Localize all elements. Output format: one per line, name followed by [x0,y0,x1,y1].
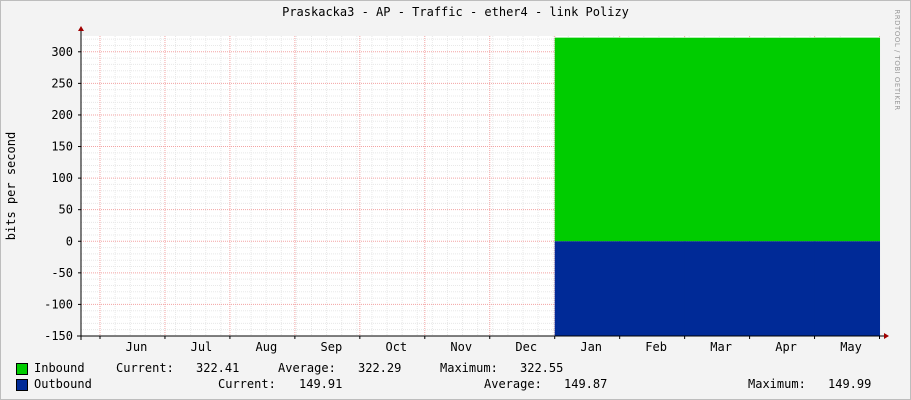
y-tick-label: -100 [44,297,73,311]
x-tick-label: May [840,340,862,354]
outbound-maximum-value: 149.99 [828,377,872,391]
legend-inbound: Inbound Current: 322.41 Average: 322.29 … [16,361,906,375]
inbound-area-may [814,37,881,242]
inbound-name: Inbound [34,361,85,375]
y-tick-label: 250 [51,76,73,90]
x-tick-label: Mar [710,340,732,354]
inbound-area-feb [619,37,686,242]
outbound-area-feb [619,241,686,336]
axes [77,26,889,340]
inbound-average-value: 322.29 [358,361,402,375]
y-tick-label: 0 [66,234,73,248]
outbound-name: Outbound [34,377,92,391]
outbound-current-value: 149.91 [299,377,343,391]
y-tick-label: 150 [51,140,73,154]
x-tick-label: Jun [126,340,148,354]
outbound-area-apr [749,241,816,336]
x-tick-label: Jul [191,340,213,354]
outbound-current-label: Current: [218,377,276,391]
inbound-current-value: 322.41 [196,361,240,375]
outbound-area-mar [684,241,751,336]
x-tick-label: Oct [385,340,407,354]
y-axis-arrow [78,26,84,31]
inbound-maximum-label: Maximum: [440,361,498,375]
series-areas [554,37,881,336]
y-tick-label: -150 [44,329,73,343]
x-tick-label: Apr [775,340,797,354]
outbound-swatch [16,379,28,391]
y-tick-label: 100 [51,171,73,185]
x-tick-label: Feb [645,340,667,354]
x-axis-arrow [884,333,889,339]
y-tick-label: 200 [51,108,73,122]
inbound-area-jan [554,37,621,242]
inbound-swatch [16,363,28,375]
outbound-area-may [814,241,881,336]
chart-title: Praskacka3 - AP - Traffic - ether4 - lin… [282,5,629,19]
x-tick-label: Nov [450,340,472,354]
outbound-area-jan [554,241,621,336]
outbound-average-value: 149.87 [564,377,608,391]
inbound-maximum-value: 322.55 [520,361,564,375]
x-tick-label: Aug [256,340,278,354]
inbound-average-label: Average: [278,361,336,375]
x-tick-label: Sep [321,340,343,354]
inbound-area-apr [749,37,816,242]
y-tick-labels: -150 -100 -50 0 50 100 150 200 250 300 [44,45,73,343]
y-tick-label: -50 [51,266,73,280]
x-tick-label: Jan [580,340,602,354]
y-tick-label: 50 [59,203,73,217]
x-tick-labels: Jun Jul Aug Sep Oct Nov Dec Jan Feb Mar Apr May [126,340,862,354]
inbound-area-mar [684,37,751,242]
x-tick-label: Dec [515,340,537,354]
inbound-current-label: Current: [116,361,174,375]
y-tick-label: 300 [51,45,73,59]
outbound-maximum-label: Maximum: [748,377,806,391]
outbound-average-label: Average: [484,377,542,391]
legend-outbound: Outbound Current: 149.91 Average: 149.87… [16,377,906,391]
